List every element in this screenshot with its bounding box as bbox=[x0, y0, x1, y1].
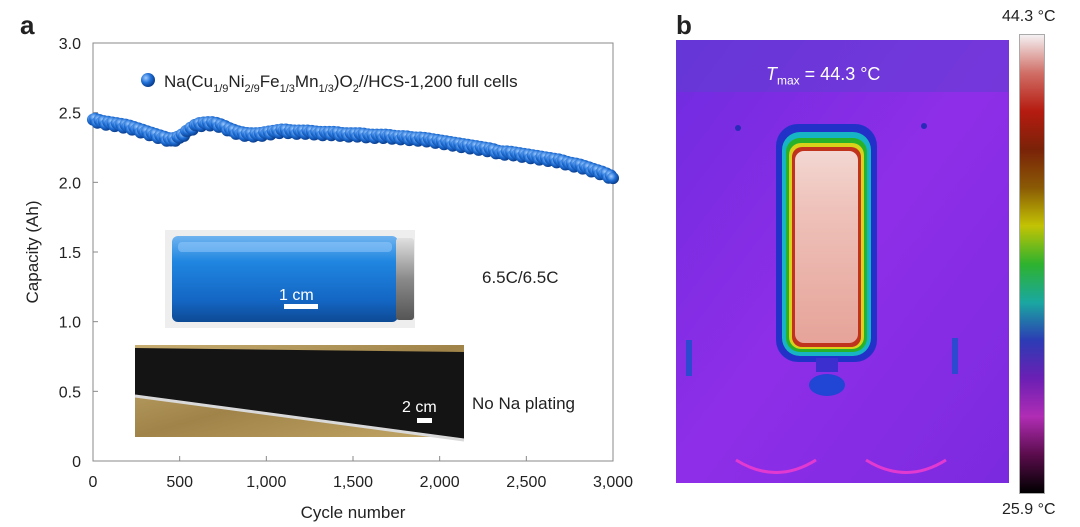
plating-annotation: No Na plating bbox=[472, 394, 575, 413]
electrode-scale-bar bbox=[417, 418, 432, 423]
thermal-image: Tmax = 44.3 °C bbox=[676, 40, 1009, 483]
electrode-scale-label: 2 cm bbox=[402, 399, 437, 416]
colorbar-max-label: 44.3 °C bbox=[1002, 8, 1056, 25]
cell-photo: 1 cm bbox=[165, 230, 415, 328]
colorbar-min-label: 25.9 °C bbox=[1002, 501, 1056, 518]
legend-marker bbox=[141, 73, 155, 87]
x-tick-label: 1,500 bbox=[333, 474, 373, 491]
capacity-chart: 0 0.5 1.0 1.5 2.0 2.5 3.0 0 500 1,000 1,500 2,000 2… bbox=[23, 36, 633, 522]
x-tick-label: 2,500 bbox=[506, 474, 546, 491]
y-axis-label: Capacity (Ah) bbox=[23, 201, 42, 304]
x-tick-label: 500 bbox=[166, 474, 193, 491]
panel-b-label: b bbox=[676, 10, 692, 40]
x-tick-label: 1,000 bbox=[246, 474, 286, 491]
x-axis-label: Cycle number bbox=[301, 503, 406, 522]
y-tick-label: 1.0 bbox=[59, 315, 81, 332]
x-tick-label: 0 bbox=[89, 474, 98, 491]
cell-scale-label: 1 cm bbox=[279, 287, 314, 304]
tmax-label: Tmax = 44.3 °C bbox=[766, 64, 881, 88]
electrode-photo: 2 cm bbox=[134, 345, 465, 442]
rate-annotation: 6.5C/6.5C bbox=[482, 268, 559, 287]
legend-text: Na(Cu1/9Ni2/9Fe1/3Mn1/3)O2//HCS-1,200 fu… bbox=[164, 72, 518, 95]
x-tick-label: 2,000 bbox=[420, 474, 460, 491]
hot-spot bbox=[795, 151, 858, 343]
y-tick-label: 2.0 bbox=[59, 175, 81, 192]
x-tick-label: 3,000 bbox=[593, 474, 633, 491]
temperature-colorbar bbox=[1019, 34, 1045, 494]
y-tick-label: 3.0 bbox=[59, 36, 81, 53]
cell-scale-bar bbox=[284, 304, 318, 309]
y-tick-label: 0 bbox=[72, 454, 81, 471]
y-tick-label: 0.5 bbox=[59, 384, 81, 401]
y-tick-label: 2.5 bbox=[59, 106, 81, 123]
data-point bbox=[607, 172, 619, 185]
panel-a-label: a bbox=[20, 10, 35, 40]
y-tick-label: 1.5 bbox=[59, 245, 81, 262]
